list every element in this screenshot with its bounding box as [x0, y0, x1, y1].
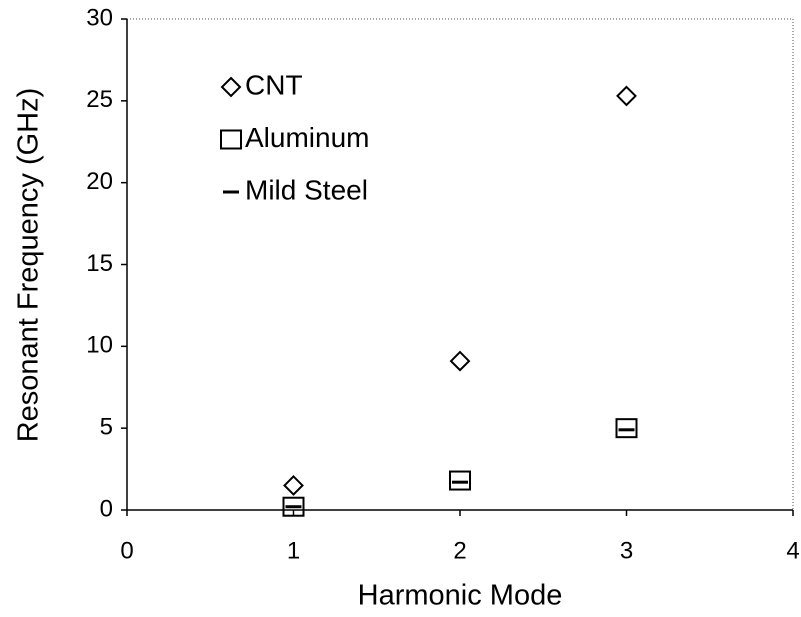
x-tick-label: 3 — [620, 537, 633, 564]
y-tick-label: 10 — [86, 332, 113, 359]
y-axis-label: Resonant Frequency (GHz) — [13, 88, 45, 443]
y-tick-label: 30 — [86, 4, 113, 31]
y-tick-label: 20 — [86, 168, 113, 195]
x-axis-label: Harmonic Mode — [358, 580, 563, 612]
y-tick-label: 0 — [100, 495, 113, 522]
y-tick-label: 15 — [86, 250, 113, 277]
legend-label: CNT — [245, 69, 303, 100]
data-point — [282, 496, 305, 517]
x-tick-label: 4 — [786, 537, 799, 564]
legend-label: Mild Steel — [245, 174, 368, 205]
legend-marker — [220, 129, 242, 150]
x-tick-label: 0 — [120, 537, 133, 564]
data-point — [615, 418, 638, 439]
x-tick-label: 2 — [453, 537, 466, 564]
y-tick-label: 25 — [86, 86, 113, 113]
legend-marker — [220, 76, 242, 98]
data-point — [283, 475, 304, 496]
x-tick-label: 1 — [287, 537, 300, 564]
y-tick-label: 5 — [100, 414, 113, 441]
legend-label: Aluminum — [245, 122, 369, 153]
data-point — [616, 85, 637, 107]
data-point — [449, 350, 471, 372]
data-point — [449, 470, 471, 491]
